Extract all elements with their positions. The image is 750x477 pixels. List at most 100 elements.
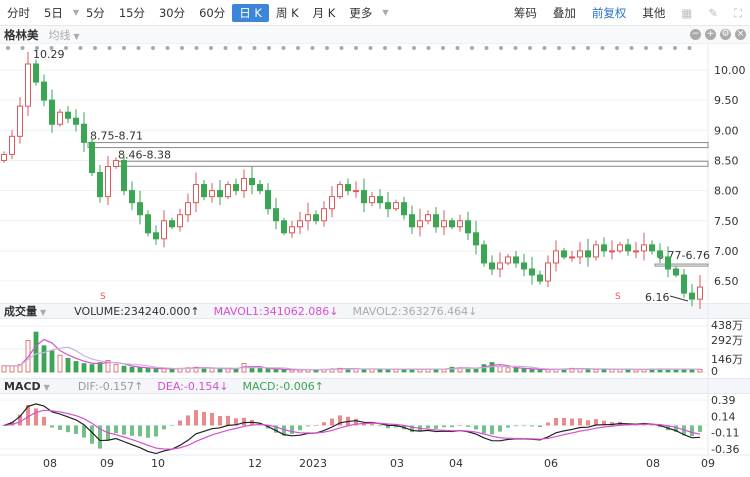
candle <box>113 159 119 167</box>
candle <box>673 268 679 276</box>
tab-period-8[interactable]: 月 K <box>312 5 336 20</box>
volume-bar <box>217 368 223 373</box>
macd-bar <box>354 418 358 426</box>
macd-bar <box>690 425 694 437</box>
candle <box>393 202 399 210</box>
candle <box>9 135 15 155</box>
resistance-zone <box>115 160 709 167</box>
macd-bar <box>594 419 598 426</box>
candle <box>265 190 271 210</box>
macd-bar <box>122 425 126 435</box>
volume-bar <box>49 350 55 373</box>
candle <box>289 226 295 234</box>
macd-bar <box>18 414 22 426</box>
tab-period-6[interactable]: 日 K <box>232 3 269 22</box>
ma-dropdown[interactable]: 均线 ▼ <box>48 28 80 42</box>
macd-bar <box>298 425 302 431</box>
tab-period-1[interactable]: 5日 <box>44 5 63 20</box>
candle <box>49 99 55 125</box>
tab-period-9[interactable]: 更多 <box>349 5 373 20</box>
candle <box>273 208 279 222</box>
pen-icon[interactable]: ✎ <box>708 6 718 20</box>
gear-icon[interactable]: ⚙ <box>720 29 731 40</box>
macd-bar <box>282 425 286 436</box>
volume-bar <box>121 365 127 373</box>
tab-period-0[interactable]: 分时 <box>7 5 30 20</box>
toolbar-right-3[interactable]: 其他 <box>642 6 666 20</box>
chevron-down-icon: ▼ <box>382 8 389 17</box>
tab-period-7[interactable]: 周 K <box>275 5 299 20</box>
dea-line <box>3 409 701 450</box>
chevron-down-icon: ▼ <box>72 8 79 17</box>
high-label: 10.29 <box>33 48 65 61</box>
candle <box>105 165 111 198</box>
candle <box>449 220 455 228</box>
macd-bar <box>234 418 238 426</box>
tab-period-5[interactable]: 60分 <box>199 5 226 20</box>
zoom-out-icon[interactable]: − <box>690 29 701 40</box>
candle <box>337 184 343 198</box>
candle <box>689 292 695 300</box>
macd-bar <box>538 425 542 427</box>
macd-bar <box>114 425 118 434</box>
volume-tick: 292万 <box>711 334 743 347</box>
macd-indicator-label[interactable]: MACD ▼ <box>4 379 50 393</box>
macd-bar <box>362 423 366 426</box>
close-icon[interactable]: × <box>735 29 746 40</box>
zoom-in-icon[interactable]: + <box>705 29 716 40</box>
volume-bar <box>529 368 535 373</box>
mavol2-value: MAVOL2:363276.464↓ <box>352 304 478 318</box>
volume-bar <box>145 367 151 373</box>
candle <box>409 214 415 228</box>
event-dot <box>658 46 663 50</box>
toolbar-right-2[interactable]: 前复权 <box>591 6 627 20</box>
candle <box>33 63 39 83</box>
mavol2-line <box>3 346 701 371</box>
event-dot <box>644 46 648 50</box>
macd-bar <box>90 425 94 444</box>
toolbar-right-1[interactable]: 叠加 <box>552 6 576 20</box>
macd-bar <box>466 425 470 427</box>
volume-tick: 438万 <box>711 319 743 332</box>
price-tick: 6.50 <box>714 275 739 288</box>
macd-bar <box>10 421 14 426</box>
candle <box>209 190 215 198</box>
macd-bar <box>434 425 438 429</box>
tab-period-4[interactable]: 30分 <box>158 5 186 20</box>
price-tick: 7.00 <box>714 245 739 258</box>
toolbar-right-0[interactable]: 筹码 <box>513 6 537 20</box>
candle <box>473 232 479 246</box>
tab-period-2[interactable]: 5分 <box>85 5 105 20</box>
low-label: 6.16 <box>645 291 670 304</box>
candle <box>217 190 223 198</box>
dif-line <box>3 403 701 455</box>
price-tick: 9.50 <box>714 94 739 107</box>
grid-icon[interactable]: ▦ <box>681 6 693 20</box>
candle <box>497 262 503 270</box>
macd-bar <box>66 425 70 433</box>
macd-bar <box>154 425 158 437</box>
candle <box>649 244 655 252</box>
macd-bar <box>498 425 502 432</box>
tab-period-3[interactable]: 15分 <box>118 5 145 20</box>
volume-indicator-label[interactable]: 成交量 ▼ <box>4 305 47 318</box>
candle <box>377 196 383 204</box>
candle <box>521 262 527 270</box>
fullscreen-icon[interactable]: ⛶ <box>733 6 742 20</box>
macd-bar <box>562 417 566 426</box>
macd-value: MACD:-0.006↑ <box>242 379 324 393</box>
candle <box>513 256 519 264</box>
dea-value: DEA:-0.154↓ <box>157 379 229 393</box>
date-tick: 09 <box>100 457 114 470</box>
event-dot <box>6 46 10 50</box>
event-dot <box>441 46 445 50</box>
macd-bar <box>570 418 574 426</box>
candle <box>57 111 63 125</box>
macd-bar <box>658 425 662 428</box>
event-dot <box>368 46 373 50</box>
candle <box>313 214 319 222</box>
macd-bar <box>50 425 54 428</box>
macd-bar <box>130 425 134 436</box>
event-dot <box>93 46 97 50</box>
